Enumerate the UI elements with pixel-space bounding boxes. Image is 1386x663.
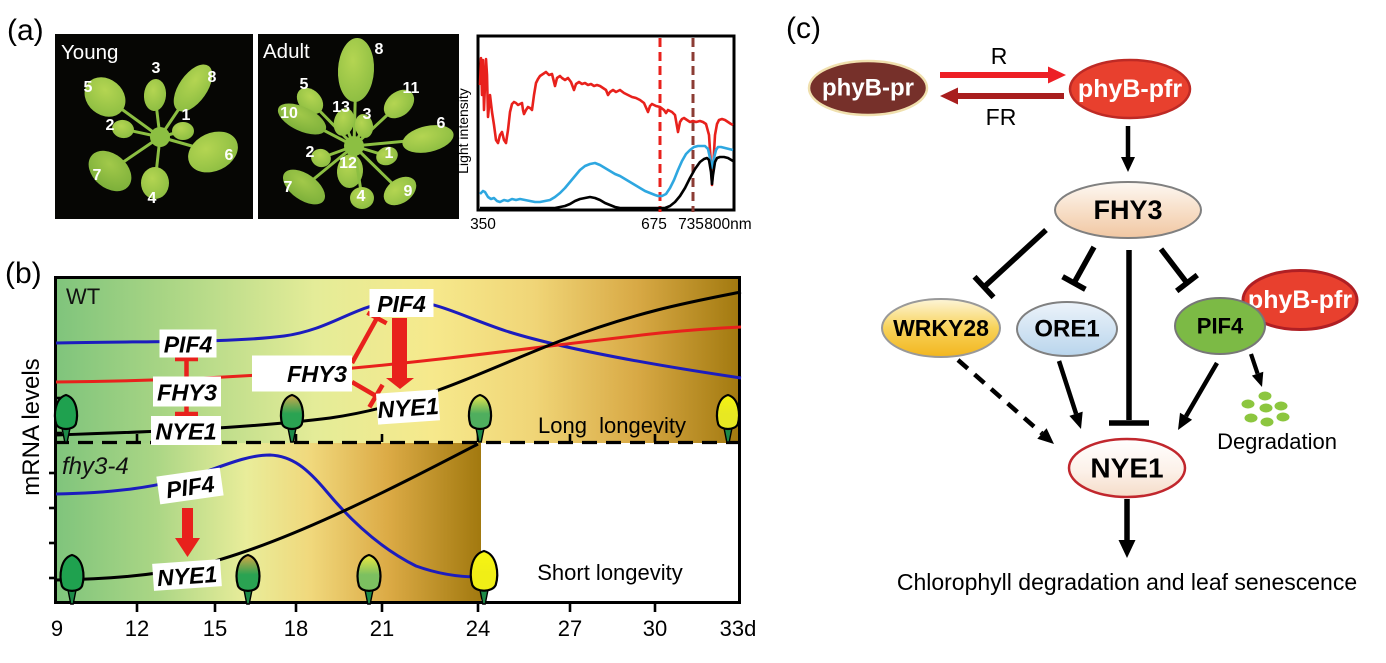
svg-text:NYE1: NYE1: [155, 419, 216, 445]
svg-text:735: 735: [678, 216, 704, 233]
svg-text:4: 4: [357, 188, 366, 205]
svg-text:4: 4: [148, 190, 157, 207]
svg-text:675: 675: [641, 216, 667, 233]
svg-text:ORE1: ORE1: [1034, 316, 1099, 343]
svg-text:350: 350: [470, 216, 496, 233]
svg-text:7: 7: [93, 167, 102, 184]
svg-text:PIF4: PIF4: [377, 291, 426, 317]
svg-text:R: R: [991, 43, 1008, 69]
svg-text:3: 3: [152, 60, 161, 77]
svg-text:NYE1: NYE1: [1090, 453, 1163, 484]
svg-text:9: 9: [51, 616, 63, 641]
svg-text:phyB-pfr: phyB-pfr: [1248, 286, 1352, 314]
svg-text:FHY3: FHY3: [157, 380, 217, 406]
svg-text:3: 3: [363, 106, 372, 123]
svg-text:1: 1: [385, 145, 394, 162]
svg-text:PIF4: PIF4: [164, 332, 213, 358]
svg-text:800nm: 800nm: [704, 216, 751, 233]
svg-text:33d: 33d: [720, 616, 757, 641]
svg-text:Chlorophyll degradation and le: Chlorophyll degradation and leaf senesce…: [897, 569, 1357, 595]
svg-text:NYE1: NYE1: [156, 561, 218, 591]
svg-text:NYE1: NYE1: [377, 393, 440, 423]
svg-text:Young: Young: [61, 41, 118, 64]
svg-text:6: 6: [225, 147, 234, 164]
svg-text:21: 21: [370, 616, 394, 641]
svg-text:18: 18: [284, 616, 308, 641]
svg-text:(c): (c): [786, 12, 821, 45]
svg-text:30: 30: [643, 616, 667, 641]
svg-text:10: 10: [280, 105, 298, 122]
svg-text:2: 2: [306, 144, 315, 161]
svg-text:9: 9: [404, 183, 413, 200]
svg-text:(a): (a): [7, 14, 44, 47]
svg-text:8: 8: [208, 69, 217, 86]
svg-text:PIF4: PIF4: [1197, 314, 1244, 339]
svg-text:11: 11: [403, 80, 420, 97]
svg-text:fhy3-4: fhy3-4: [62, 453, 129, 480]
svg-text:Short longevity: Short longevity: [537, 560, 683, 585]
svg-text:8: 8: [375, 41, 384, 58]
svg-text:24: 24: [466, 616, 490, 641]
svg-text:Degradation: Degradation: [1217, 429, 1337, 454]
svg-text:7: 7: [284, 179, 293, 196]
svg-text:Long longevity: Long longevity: [538, 413, 686, 438]
svg-text:5: 5: [84, 79, 93, 96]
svg-text:phyB-pfr: phyB-pfr: [1078, 75, 1182, 103]
svg-text:FR: FR: [986, 104, 1017, 130]
svg-text:5: 5: [300, 76, 309, 93]
svg-text:13: 13: [332, 99, 350, 116]
svg-text:FHY3: FHY3: [287, 361, 347, 387]
svg-text:12: 12: [125, 616, 149, 641]
svg-text:WRKY28: WRKY28: [893, 315, 989, 341]
svg-text:mRNA levels: mRNA levels: [18, 358, 45, 495]
svg-text:FHY3: FHY3: [1093, 195, 1162, 225]
svg-text:WT: WT: [66, 284, 100, 309]
svg-text:15: 15: [203, 616, 227, 641]
svg-text:2: 2: [106, 117, 115, 134]
svg-text:12: 12: [339, 155, 357, 172]
svg-text:Adult: Adult: [263, 40, 310, 63]
svg-text:6: 6: [437, 115, 446, 132]
svg-text:27: 27: [558, 616, 582, 641]
svg-text:1: 1: [182, 107, 191, 124]
svg-text:(b): (b): [5, 257, 42, 290]
svg-text:Light intensity: Light intensity: [455, 88, 471, 174]
svg-text:phyB-pr: phyB-pr: [822, 75, 914, 102]
